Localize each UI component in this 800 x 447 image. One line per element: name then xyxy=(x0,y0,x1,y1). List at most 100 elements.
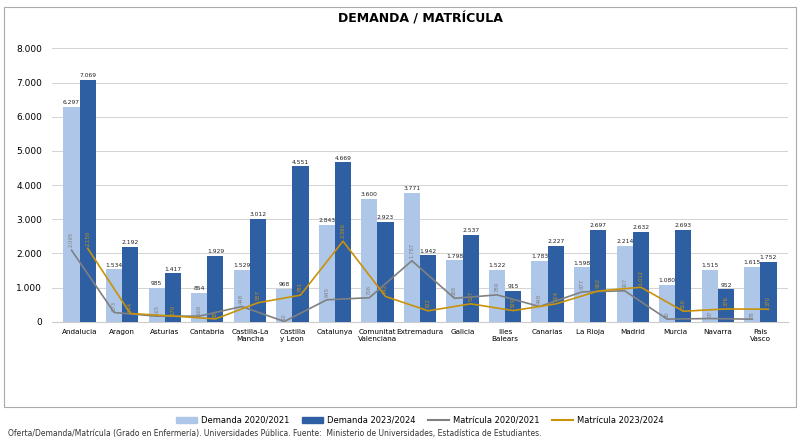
Text: 97: 97 xyxy=(707,311,712,317)
Text: 527: 527 xyxy=(468,291,473,301)
Bar xyxy=(718,289,734,322)
Text: 952: 952 xyxy=(720,283,732,287)
Text: 2.150: 2.150 xyxy=(86,231,90,245)
Text: 1.942: 1.942 xyxy=(419,249,437,254)
Text: 85: 85 xyxy=(213,311,218,318)
Text: 877: 877 xyxy=(579,279,585,289)
Text: 376: 376 xyxy=(723,296,728,306)
Text: 2.095: 2.095 xyxy=(69,232,74,248)
Bar xyxy=(446,261,462,322)
Text: Oferta/Demanda/Matrícula (Grado en Enfermería). Universidades Pública. Fuente:  : Oferta/Demanda/Matrícula (Grado en Enfer… xyxy=(8,429,542,438)
Text: 7.069: 7.069 xyxy=(79,73,96,79)
Text: 1.080: 1.080 xyxy=(658,278,676,283)
Bar xyxy=(531,261,548,322)
Bar xyxy=(149,288,165,322)
Text: 524: 524 xyxy=(554,291,558,301)
Bar xyxy=(462,235,478,322)
Bar xyxy=(318,225,335,322)
Text: 1.522: 1.522 xyxy=(488,263,506,268)
Bar xyxy=(80,80,96,322)
Text: 3.600: 3.600 xyxy=(361,192,378,197)
Text: 1.598: 1.598 xyxy=(574,261,590,266)
Text: 907: 907 xyxy=(622,278,627,288)
Text: 968: 968 xyxy=(278,282,290,287)
Text: 2.537: 2.537 xyxy=(462,228,479,233)
Bar xyxy=(191,293,207,322)
Text: 854: 854 xyxy=(194,286,205,291)
Text: 2.923: 2.923 xyxy=(377,215,394,220)
Bar xyxy=(702,270,718,322)
Bar xyxy=(633,232,649,322)
Text: 170: 170 xyxy=(170,305,175,315)
Text: 781: 781 xyxy=(298,283,303,292)
Text: 273: 273 xyxy=(112,301,117,312)
Text: 310: 310 xyxy=(681,299,686,308)
Text: 1.417: 1.417 xyxy=(164,267,182,272)
Text: 1.012: 1.012 xyxy=(638,270,643,284)
Bar xyxy=(760,262,777,322)
Text: 902: 902 xyxy=(596,278,601,288)
Bar xyxy=(404,193,420,322)
Bar xyxy=(335,162,351,322)
Bar xyxy=(505,291,522,322)
Bar xyxy=(122,247,138,322)
Text: 688: 688 xyxy=(452,286,457,295)
Text: 322: 322 xyxy=(426,298,430,308)
Bar xyxy=(63,106,80,322)
Text: 10: 10 xyxy=(282,314,286,320)
Text: 3.012: 3.012 xyxy=(250,212,266,217)
Text: 2.360: 2.360 xyxy=(341,224,346,238)
Text: 244: 244 xyxy=(128,302,133,312)
Text: 1.783: 1.783 xyxy=(531,254,548,259)
Text: 2.192: 2.192 xyxy=(122,240,139,245)
Text: 80: 80 xyxy=(665,311,670,318)
Bar xyxy=(590,230,606,322)
Bar xyxy=(617,246,633,322)
Text: 985: 985 xyxy=(151,282,162,287)
Text: 1.752: 1.752 xyxy=(760,255,777,260)
Text: 448: 448 xyxy=(537,294,542,304)
Text: 2.632: 2.632 xyxy=(632,225,650,230)
Bar xyxy=(489,270,505,322)
Text: 448: 448 xyxy=(239,294,244,304)
Text: 78: 78 xyxy=(750,312,754,318)
Text: 645: 645 xyxy=(324,287,330,297)
Bar xyxy=(234,270,250,322)
Text: 1.534: 1.534 xyxy=(106,263,122,268)
Text: 370: 370 xyxy=(766,296,771,307)
Text: 2.214: 2.214 xyxy=(616,240,634,245)
Bar xyxy=(106,270,122,322)
Bar xyxy=(744,266,760,322)
Text: 4.551: 4.551 xyxy=(292,160,309,164)
Text: 789: 789 xyxy=(494,282,499,292)
Text: 2.693: 2.693 xyxy=(675,223,692,228)
Bar xyxy=(420,255,436,322)
Bar xyxy=(574,267,590,322)
Text: 706: 706 xyxy=(367,285,372,295)
Text: 165: 165 xyxy=(154,305,159,315)
Bar xyxy=(362,199,378,322)
Bar xyxy=(276,289,292,322)
Bar xyxy=(378,222,394,322)
Bar xyxy=(250,219,266,322)
Bar xyxy=(207,256,223,322)
Text: 915: 915 xyxy=(507,284,519,289)
Text: 2.843: 2.843 xyxy=(318,218,335,223)
Text: 329: 329 xyxy=(510,298,516,308)
Bar xyxy=(659,285,675,322)
Bar xyxy=(675,230,691,322)
Text: 1.529: 1.529 xyxy=(233,263,250,268)
Text: 6.297: 6.297 xyxy=(63,100,80,105)
Text: 1.798: 1.798 xyxy=(446,253,463,259)
Legend: Demanda 2020/2021, Demanda 2023/2024, Matrícula 2020/2021, Matrícula 2023/2024: Demanda 2020/2021, Demanda 2023/2024, Ma… xyxy=(173,413,667,428)
Text: 1.615: 1.615 xyxy=(744,260,761,265)
Bar xyxy=(292,166,309,322)
Bar xyxy=(165,274,181,322)
Text: 1.515: 1.515 xyxy=(701,263,718,268)
Text: 168: 168 xyxy=(197,305,202,315)
Text: 1.929: 1.929 xyxy=(207,249,224,254)
Text: 3.771: 3.771 xyxy=(403,186,421,191)
Bar xyxy=(548,246,564,322)
Title: DEMANDA / MATRÍCULA: DEMANDA / MATRÍCULA xyxy=(338,13,502,26)
Text: 2.697: 2.697 xyxy=(590,223,607,228)
